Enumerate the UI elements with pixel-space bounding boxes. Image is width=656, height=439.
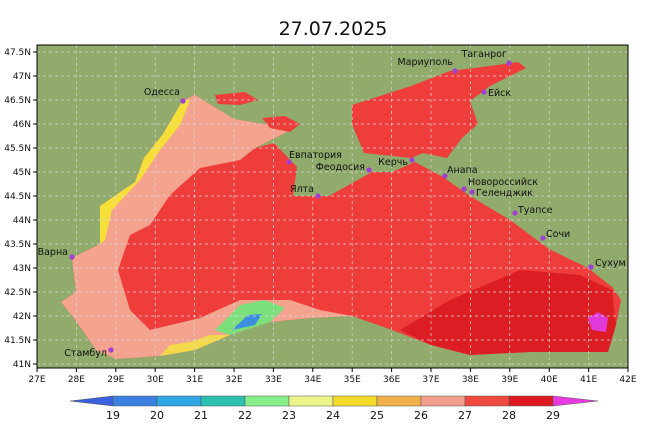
lon-label: 37E [422,375,439,385]
city-label: Анапа [447,165,478,176]
lon-label: 31E [186,375,203,385]
lat-label: 43N [13,264,31,274]
city-label: Феодосия [316,162,365,173]
colorbar-label: 23 [282,409,296,422]
colorbar-segment [200,395,246,407]
colorbar-label: 24 [326,409,340,422]
city-label: Сухум [595,258,626,269]
city-label: Сочи [546,229,570,240]
city-label: Стамбул [64,348,107,359]
colorbar-label: 22 [238,409,252,422]
map-area [37,45,628,368]
city-marker [461,186,467,192]
dnieper-bay [262,116,300,132]
colorbar-segment [112,395,158,407]
lon-label: 41E [580,375,597,385]
colorbar-segment [156,395,202,407]
lon-label: 29E [107,375,124,385]
sea-of-azov [352,62,526,158]
lon-label: 40E [541,375,558,385]
lat-label: 47N [13,72,31,82]
colorbar-label: 27 [458,409,472,422]
colorbar-segment [332,395,378,407]
colorbar-label: 21 [194,409,208,422]
colorbar-segment [288,395,334,407]
lat-label: 43.5N [4,240,31,250]
colorbar-label: 26 [414,409,428,422]
city-label: Таганрог [461,49,507,60]
city-label: Евпатория [289,150,342,161]
lon-label: 35E [344,375,361,385]
city-label: Ейск [488,88,511,99]
colorbar-segment [376,395,422,407]
lat-label: 46.5N [4,96,31,106]
colorbar: 19 20 21 22 23 24 25 26 27 28 29 [69,395,599,422]
lon-label: 42E [619,375,636,385]
city-label: Керчь [378,157,408,168]
colorbar-segment [464,395,510,407]
lon-label: 30E [147,375,164,385]
frame [36,44,629,369]
magenta-spot [588,312,608,332]
lat-label: 42N [13,312,31,322]
colorbar-label: 28 [502,409,516,422]
city-marker [506,60,512,66]
lat-label: 45.5N [4,144,31,154]
dark-east [400,270,616,355]
lon-label: 33E [265,375,282,385]
city-marker [588,264,594,270]
lat-label: 47.5N [4,48,31,58]
city-marker [409,157,415,163]
city-label: Новороссийск [468,177,538,188]
colorbar-segment [420,395,466,407]
city-label: Варна [38,247,68,258]
lat-label: 42.5N [4,288,31,298]
city-marker [512,210,518,216]
city-marker [69,254,75,260]
lat-label: 45N [13,168,31,178]
lat-label: 44N [13,216,31,226]
lon-label: 32E [225,375,242,385]
colorbar-segment [244,395,290,407]
colorbar-label: 29 [546,409,560,422]
city-marker [469,189,475,195]
city-label: Одесса [144,87,180,98]
city-marker [180,98,186,104]
city-marker [315,193,321,199]
city-label: Мариуполь [397,57,453,68]
colorbar-low [69,395,114,407]
lat-label: 46N [13,120,31,130]
inner-red [145,165,280,270]
city-marker [442,173,448,179]
city-label: Ялта [290,184,314,195]
lon-label: 39E [501,375,518,385]
colorbar-label: 20 [150,409,164,422]
city-marker [286,159,292,165]
graticule [37,45,628,368]
lon-label: 36E [383,375,400,385]
lat-label: 44.5N [4,192,31,202]
city-marker [452,68,458,74]
lon-label: 27E [28,375,45,385]
colorbar-label: 25 [370,409,384,422]
lon-label: 34E [304,375,321,385]
sivash [215,92,258,105]
city-label: Геленджик [476,188,533,199]
colorbar-segment [508,395,554,407]
lon-label: 28E [68,375,85,385]
city-label: Туапсе [517,205,553,216]
lat-label: 41N [13,360,31,370]
city-marker [481,89,487,95]
city-marker [540,235,546,241]
city-marker [366,167,372,173]
colorbar-label: 19 [106,409,120,422]
colorbar-high [552,395,599,407]
city-marker [108,347,114,353]
lat-label: 41.5N [4,336,31,346]
lon-label: 38E [462,375,479,385]
blue-upwelling [232,314,262,330]
title: 27.07.2025 [279,18,388,40]
